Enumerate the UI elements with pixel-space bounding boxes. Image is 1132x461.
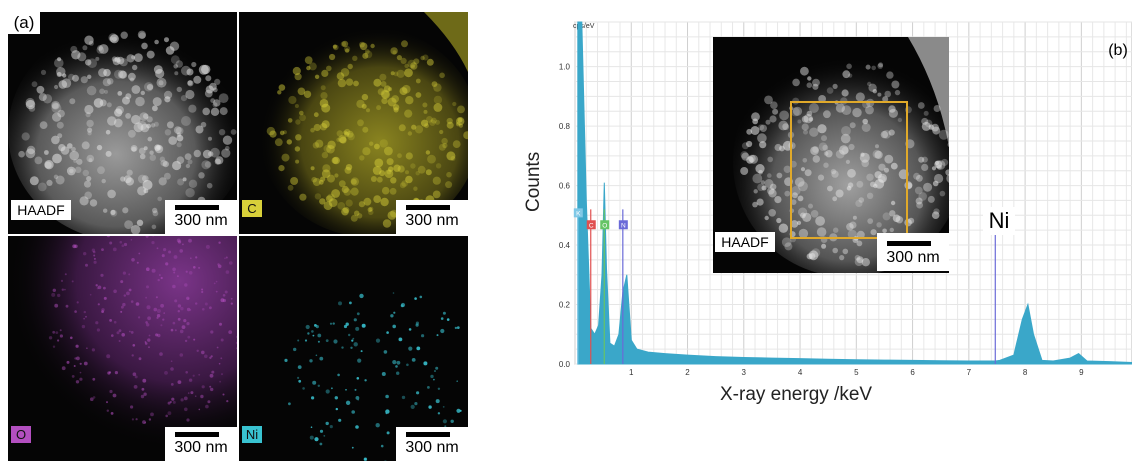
map-oxygen: O 300 nm	[8, 236, 237, 461]
element-marker-label: C	[589, 222, 594, 229]
map-label-oxygen: O	[11, 426, 31, 443]
panel-b-label: (b)	[1108, 42, 1128, 59]
scale-bar-carbon: 300 nm	[396, 200, 468, 234]
scale-bar-haadf: 300 nm	[165, 200, 237, 234]
scale-bar-oxygen: 300 nm	[165, 427, 237, 461]
inset-label-haadf: HAADF	[715, 232, 775, 252]
y-tick-label: 0.6	[559, 182, 571, 191]
map-label-carbon: C	[242, 200, 262, 217]
map-label-haadf: HAADF	[11, 200, 71, 220]
x-axis-title: X-ray energy /keV	[720, 384, 873, 405]
element-marker-tag	[586, 220, 596, 230]
inset-scale-bar: 300 nm	[877, 233, 949, 271]
roi-box	[790, 101, 908, 239]
map-haadf: (a) HAADF 300 nm	[8, 12, 237, 234]
map-label-nickel: Ni	[242, 426, 262, 443]
y-tick-label: 0.8	[559, 122, 571, 131]
x-tick-label: 1	[629, 368, 634, 377]
x-tick-label: 6	[910, 368, 915, 377]
ni-peak-annotation: Ni	[983, 207, 1015, 235]
inset-haadf-image	[733, 37, 949, 273]
element-marker-label: K	[576, 210, 581, 217]
map-oxygen-image	[8, 236, 237, 461]
y-tick-label: 0.4	[559, 241, 571, 250]
x-tick-label: 8	[1023, 368, 1028, 377]
y-tick-label: 0.2	[559, 301, 571, 310]
element-marker-label: N	[621, 222, 626, 229]
map-carbon-image	[259, 12, 468, 234]
element-marker-tag	[600, 220, 610, 230]
x-tick-label: 9	[1079, 368, 1084, 377]
element-marker-tag	[618, 220, 628, 230]
element-marker-label: O	[602, 222, 607, 229]
panel-a-label: (a)	[8, 12, 40, 34]
map-nickel-image	[284, 292, 462, 461]
map-carbon: C 300 nm	[239, 12, 468, 234]
x-tick-label: 5	[854, 368, 859, 377]
scale-bar-nickel: 300 nm	[396, 427, 468, 461]
x-tick-label: 2	[685, 368, 690, 377]
y-tick-label: 1.0	[559, 63, 571, 72]
y-unit-label: cps/eV	[573, 23, 595, 30]
map-haadf-image	[8, 22, 237, 234]
x-tick-label: 7	[967, 368, 972, 377]
y-tick-label: 0.0	[559, 360, 571, 369]
inset-haadf: HAADF 300 nm	[713, 37, 949, 273]
x-tick-label: 3	[742, 368, 747, 377]
element-marker-tag	[573, 208, 583, 218]
map-nickel: Ni 300 nm	[239, 236, 468, 461]
x-tick-label: 4	[798, 368, 803, 377]
